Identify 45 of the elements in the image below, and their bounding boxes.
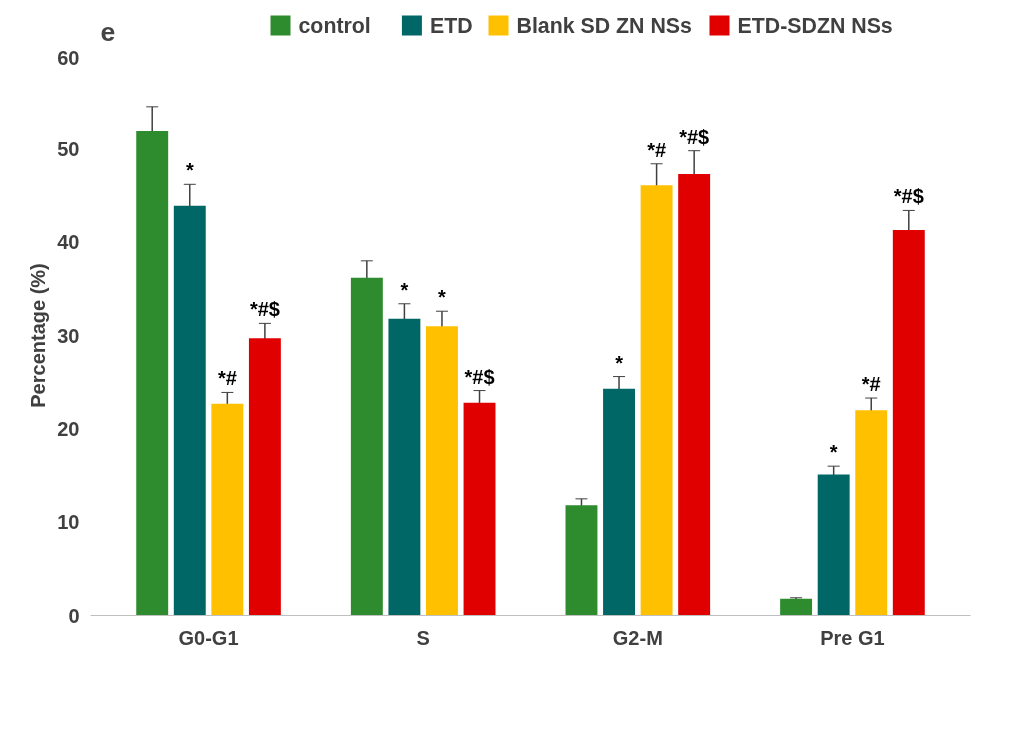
bar [136,131,169,616]
bar [603,388,635,616]
bar [817,474,850,616]
bar [388,318,421,616]
x-tick-label: G2-M [612,626,663,649]
bar [565,505,598,616]
legend-label: ETD-SDZN NSs [737,13,893,38]
y-tick-label: 40 [57,231,80,254]
legend-label: ETD [429,13,473,38]
bar [463,402,496,616]
bar [173,205,206,616]
bar [780,598,813,616]
y-tick-label: 10 [57,511,80,534]
data-label: *# [217,367,237,390]
data-label: * [829,441,838,464]
x-tick-label: Pre G1 [820,626,885,649]
y-tick-label: 0 [68,604,80,627]
y-tick-label: 50 [57,137,80,160]
y-axis-title: Percentage (%) [27,263,50,408]
data-label: *#$ [679,125,710,148]
bar [426,326,458,616]
y-tick-label: 20 [57,417,80,440]
y-tick-label: 30 [57,324,80,347]
bar [248,338,281,616]
bar [892,230,925,616]
bar [855,410,888,616]
data-label: * [438,286,447,309]
x-tick-label: G0-G1 [178,626,239,649]
legend-label: control [298,13,371,38]
x-tick-label: S [416,626,430,649]
data-label: *# [647,138,667,161]
data-label: *#$ [249,298,280,321]
y-tick-label: 60 [57,46,80,69]
text: e [100,16,116,47]
bar [678,174,711,616]
data-label: * [185,159,194,182]
data-label: *# [861,373,881,396]
bar [640,185,673,616]
bar [211,403,244,616]
data-label: * [615,351,624,374]
data-label: *#$ [893,185,924,208]
legend-label: Blank SD ZN NSs [516,13,692,38]
data-label: *#$ [464,365,495,388]
data-label: * [400,278,409,301]
bar [350,277,383,616]
